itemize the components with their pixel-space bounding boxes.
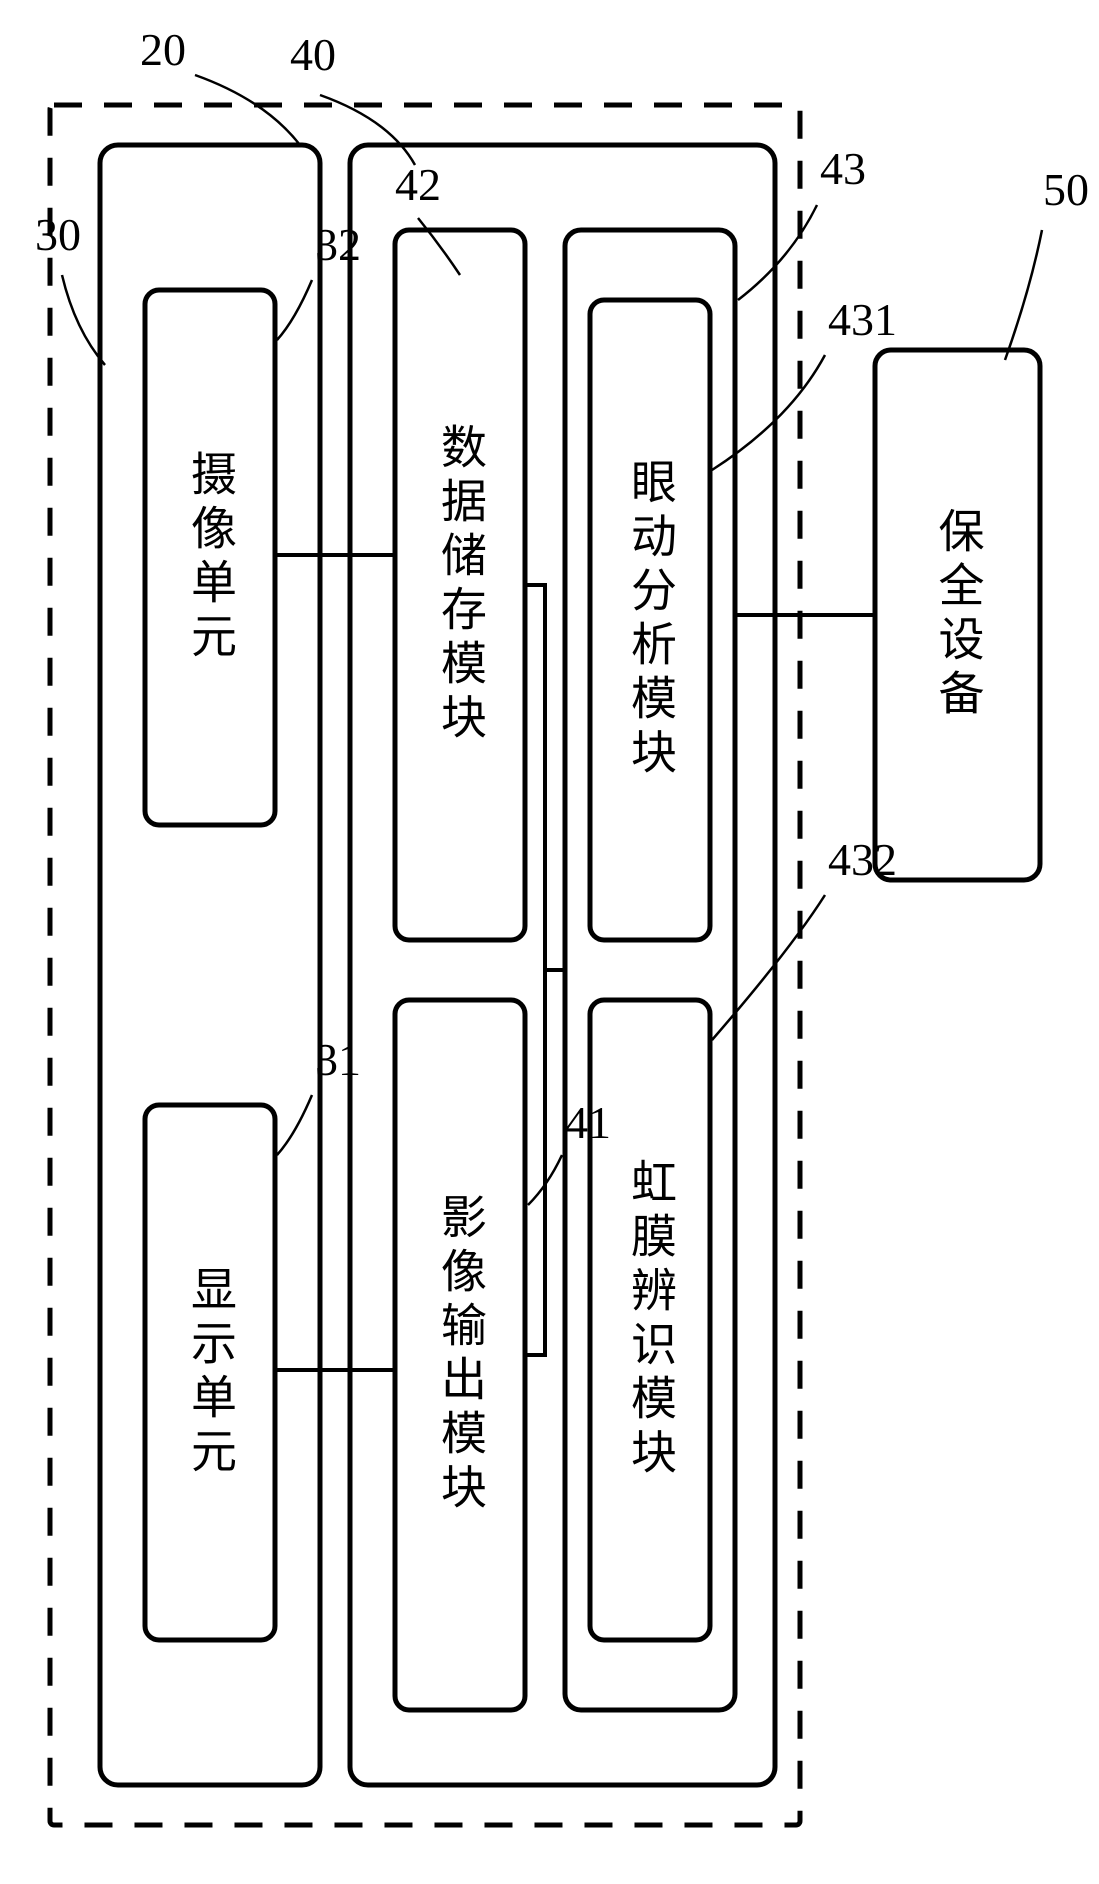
leader-line [712,355,825,470]
leader-line [1005,230,1042,360]
box-label: 数据储存模块 [395,230,525,940]
leader-line [277,280,312,340]
connector [525,585,565,1355]
reference-number: 30 [35,209,81,260]
reference-number: 43 [820,143,866,194]
reference-number: 50 [1043,164,1089,215]
box-label: 保全设备 [875,350,1040,880]
reference-number: 31 [315,1034,361,1085]
reference-number: 32 [315,219,361,270]
leader-line [277,1095,312,1155]
reference-number: 42 [395,159,441,210]
box-label: 虹膜辨识模块 [590,1000,710,1640]
box-label: 眼动分析模块 [590,300,710,940]
leader-line [712,895,825,1040]
block-diagram: 203040摄像单元32显示单元31数据储存模块42影像输出模块4143眼动分析… [0,0,1099,1884]
box-label: 影像输出模块 [395,1000,525,1710]
box-label: 摄像单元 [145,290,275,825]
box-label: 显示单元 [145,1105,275,1640]
reference-number: 431 [828,294,897,345]
leader-line [195,75,300,145]
reference-number: 20 [140,24,186,75]
reference-number: 40 [290,29,336,80]
